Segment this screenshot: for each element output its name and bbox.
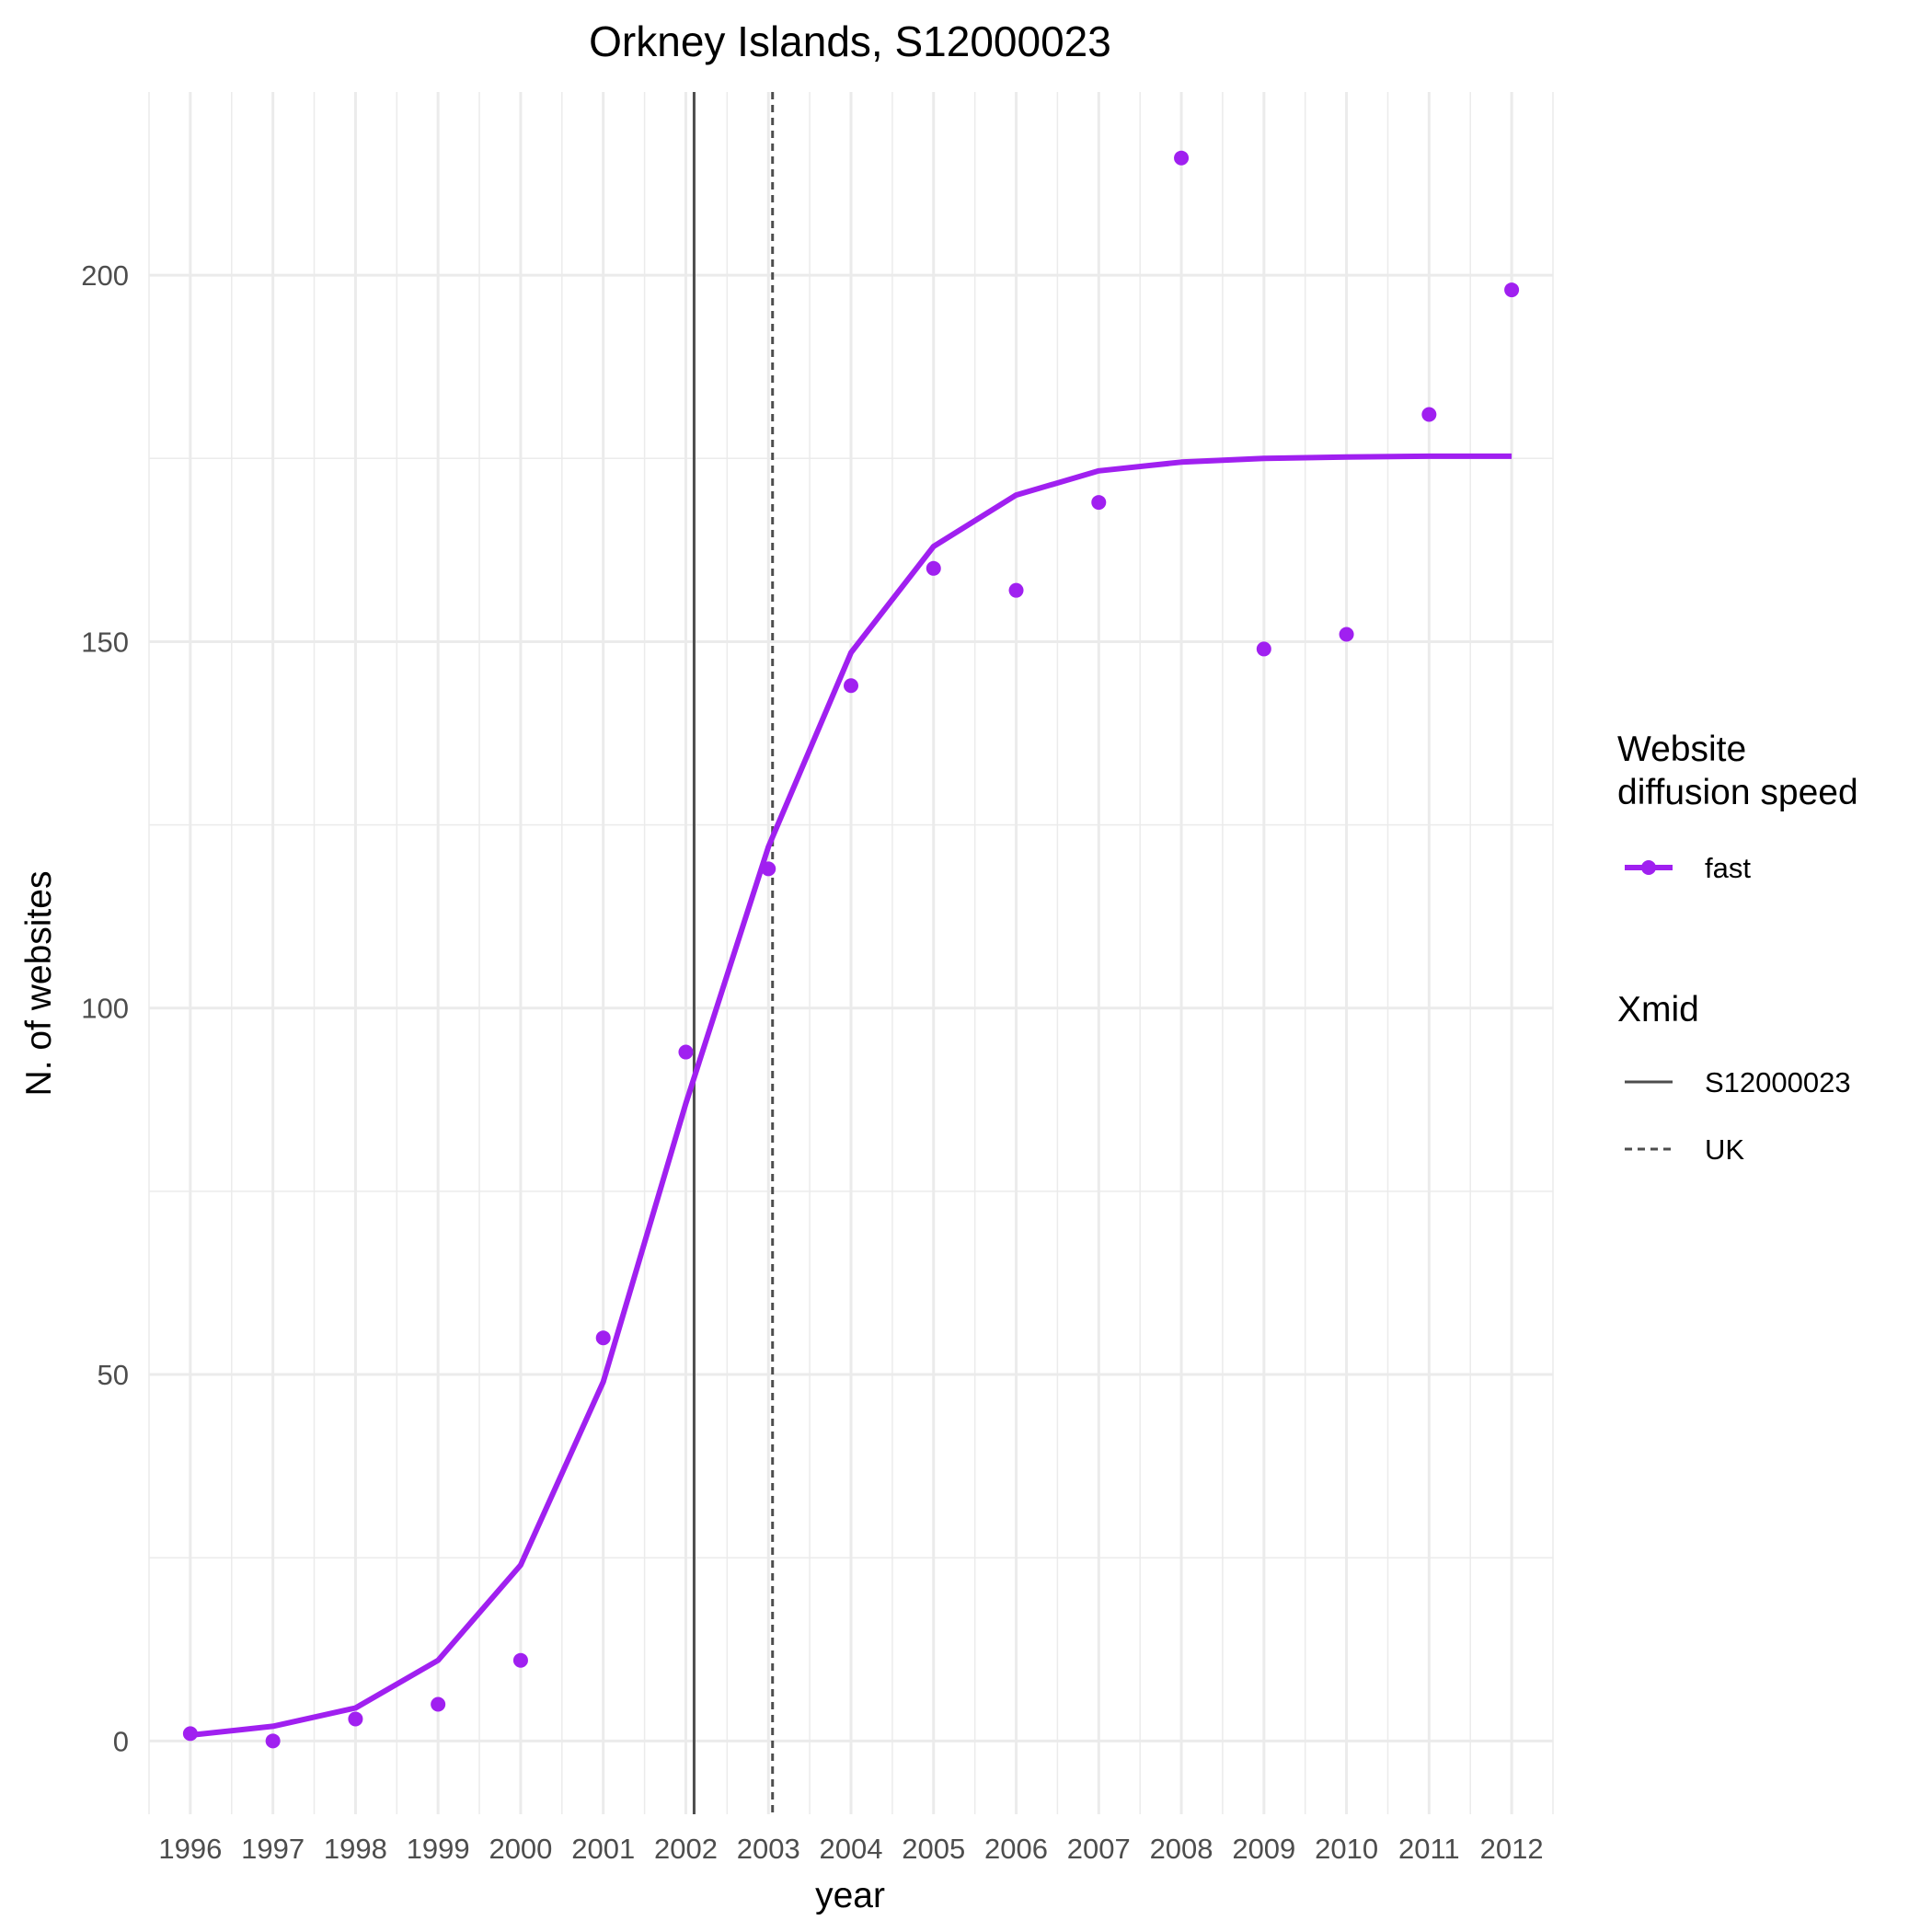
x-axis-title: year [815,1876,885,1915]
data-point [1091,495,1107,511]
x-tick-label: 1998 [324,1833,387,1865]
x-tick-label: 2004 [820,1833,883,1865]
x-tick-label: 2009 [1232,1833,1295,1865]
grid [148,92,1554,1814]
x-tick-label: 2011 [1398,1833,1460,1865]
legend-xmid-title: Xmid [1617,990,1699,1029]
data-point [182,1726,198,1742]
y-tick-label: 150 [81,626,129,658]
y-axis-title: N. of websites [19,871,59,1097]
data-point [761,861,776,877]
x-tick-label: 2010 [1315,1833,1378,1865]
x-tick-label: 2007 [1067,1833,1131,1865]
series-line-fast [190,453,1512,1738]
y-tick-label: 50 [98,1359,129,1391]
data-point [512,1652,528,1668]
data-point [1339,627,1354,642]
data-point [595,1330,611,1346]
series [182,150,1520,1749]
chart-title: Orkney Islands, S12000023 [589,17,1111,65]
legend-fast-point [1641,860,1656,875]
x-axis-ticks: 1996 1997 1998 1999 2000 2001 2002 2003 2004 2005… [158,1833,1543,1865]
y-axis-ticks: 0 50 100 150 200 [81,259,129,1757]
data-point [348,1711,363,1727]
x-tick-label: 2005 [902,1833,965,1865]
legend-speed-title-line1: Website [1617,730,1746,769]
data-point [844,678,858,694]
x-tick-label: 2003 [737,1833,800,1865]
y-tick-label: 100 [81,993,129,1025]
y-tick-label: 200 [81,259,129,292]
data-point [1421,407,1437,422]
x-tick-label: 1999 [407,1833,470,1865]
data-point [1504,282,1520,298]
data-point [431,1696,446,1712]
data-point [926,560,941,576]
x-tick-label: 2002 [654,1833,718,1865]
x-tick-label: 2001 [571,1833,635,1865]
data-point [1008,582,1024,598]
x-tick-label: 2008 [1150,1833,1213,1865]
reference-lines [692,92,775,1814]
data-point [678,1044,694,1060]
x-tick-label: 1997 [241,1833,305,1865]
data-point [1174,150,1190,166]
legend-uk-label: UK [1705,1133,1744,1166]
y-tick-label: 0 [113,1725,129,1757]
x-tick-label: 2012 [1480,1833,1544,1865]
data-point [1256,641,1271,657]
legend-s12000023-label: S12000023 [1705,1066,1851,1098]
data-point [265,1733,281,1749]
x-tick-label: 2006 [984,1833,1048,1865]
legend: Website diffusion speed fast Xmid S12000… [1617,730,1858,1166]
legend-speed-title-line2: diffusion speed [1617,773,1858,812]
x-tick-label: 2000 [489,1833,552,1865]
legend-fast-label: fast [1705,852,1751,884]
x-tick-label: 1996 [158,1833,222,1865]
